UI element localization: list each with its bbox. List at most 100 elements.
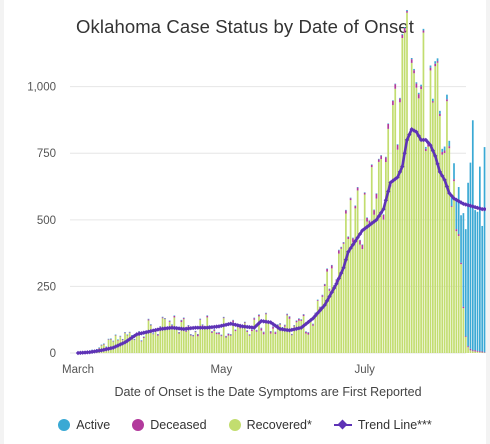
deceased-bar — [316, 300, 319, 301]
recovered-bar — [443, 152, 446, 353]
recovered-bar — [182, 319, 185, 353]
active-bar — [300, 319, 303, 320]
recovered-bar — [474, 351, 476, 353]
active-bar — [232, 319, 234, 321]
trend-point — [181, 326, 186, 332]
active-bar — [460, 215, 462, 263]
deceased-bar — [246, 330, 249, 332]
recovered-bar — [307, 334, 310, 353]
recovered-bar — [260, 330, 263, 353]
deceased-bar — [244, 322, 246, 324]
active-bar — [312, 323, 314, 325]
deceased-bar — [432, 101, 434, 103]
deceased-bar — [283, 325, 286, 327]
chart-svg: 0 250 500 750 1,000 March May July Date of Onse… — [27, 9, 486, 399]
active-bar — [112, 340, 115, 342]
legend-item-trend[interactable]: Trend Line*** — [333, 418, 432, 432]
deceased-bar — [385, 157, 387, 163]
active-bar — [161, 316, 164, 318]
recovered-bar — [258, 316, 260, 353]
legend-item-deceased[interactable]: Deceased — [132, 418, 207, 432]
deceased-bar — [229, 334, 232, 336]
recovered-bar — [424, 151, 427, 353]
trend-point — [256, 321, 262, 326]
trend-point — [310, 316, 316, 321]
trend-point — [353, 238, 358, 244]
deceased-bar — [279, 323, 281, 325]
active-bar — [218, 332, 220, 333]
recovered-bar — [159, 327, 162, 353]
active-bar — [474, 210, 476, 351]
trend-point — [451, 196, 457, 201]
trend-point — [482, 206, 486, 212]
active-bar — [349, 197, 352, 199]
trend-point — [378, 210, 384, 215]
active-bar — [159, 326, 162, 327]
active-bar — [234, 329, 237, 331]
deceased-bar — [476, 351, 479, 352]
trend-point — [421, 137, 426, 143]
trend-point — [348, 246, 353, 251]
trend-point — [341, 265, 346, 270]
active-bar — [446, 94, 448, 100]
active-bar — [215, 332, 218, 333]
deceased-bar — [142, 337, 145, 338]
trend-point — [383, 198, 389, 203]
recovered-bar — [476, 351, 479, 353]
active-bar — [401, 33, 404, 35]
recovered-bar — [352, 242, 354, 353]
recovered-bar — [218, 334, 220, 353]
deceased-bar — [422, 30, 425, 33]
active-bar — [396, 144, 399, 145]
legend-item-active[interactable]: Active — [58, 418, 110, 432]
deceased-bar — [178, 332, 180, 334]
recovered-bar — [147, 320, 150, 353]
deceased-bar — [396, 144, 399, 150]
deceased-bar — [399, 98, 401, 103]
active-bar — [415, 82, 418, 84]
active-bar — [150, 324, 152, 325]
recovered-bar — [467, 347, 469, 353]
active-bar — [248, 334, 251, 335]
recovered-bar — [168, 321, 171, 353]
recovered-bar — [255, 331, 258, 353]
active-bar — [262, 331, 265, 333]
deceased-bar — [206, 315, 209, 318]
active-bar — [335, 279, 338, 280]
recovered-bar — [479, 352, 481, 353]
trend-point — [334, 281, 339, 286]
active-bar — [361, 244, 364, 245]
trend-point — [202, 325, 208, 330]
recovered-bar — [161, 318, 164, 353]
deceased-bar — [121, 339, 124, 341]
deceased-bar — [420, 86, 422, 90]
legend-swatch-deceased — [132, 419, 145, 431]
recovered-bar — [361, 249, 364, 353]
active-bar — [382, 214, 385, 215]
recovered-bar — [178, 333, 180, 353]
recovered-bar — [439, 115, 441, 353]
trend-point — [329, 290, 334, 295]
trend-point — [461, 201, 466, 207]
trend-point — [357, 231, 363, 237]
deceased-bar — [401, 34, 404, 39]
active-bar — [147, 318, 150, 320]
active-bar — [469, 162, 472, 349]
deceased-bar — [319, 307, 321, 309]
deceased-bar — [481, 351, 484, 353]
trend-point — [400, 164, 405, 169]
x-axis-title: Date of Onset is the Date Symptoms are F… — [114, 385, 421, 399]
recovered-bar — [305, 333, 307, 353]
trend-point — [397, 169, 403, 175]
deceased-bar — [345, 210, 347, 214]
deceased-bar — [189, 334, 192, 336]
deceased-bar — [253, 318, 256, 320]
recovered-bar — [434, 66, 437, 353]
active-bar — [225, 335, 227, 337]
trend-point — [101, 347, 107, 353]
legend-item-recovered[interactable]: Recovered* — [228, 418, 312, 432]
active-bar — [462, 213, 465, 307]
recovered-bar — [175, 328, 178, 353]
deceased-bar — [354, 206, 357, 209]
active-bar — [410, 58, 413, 60]
